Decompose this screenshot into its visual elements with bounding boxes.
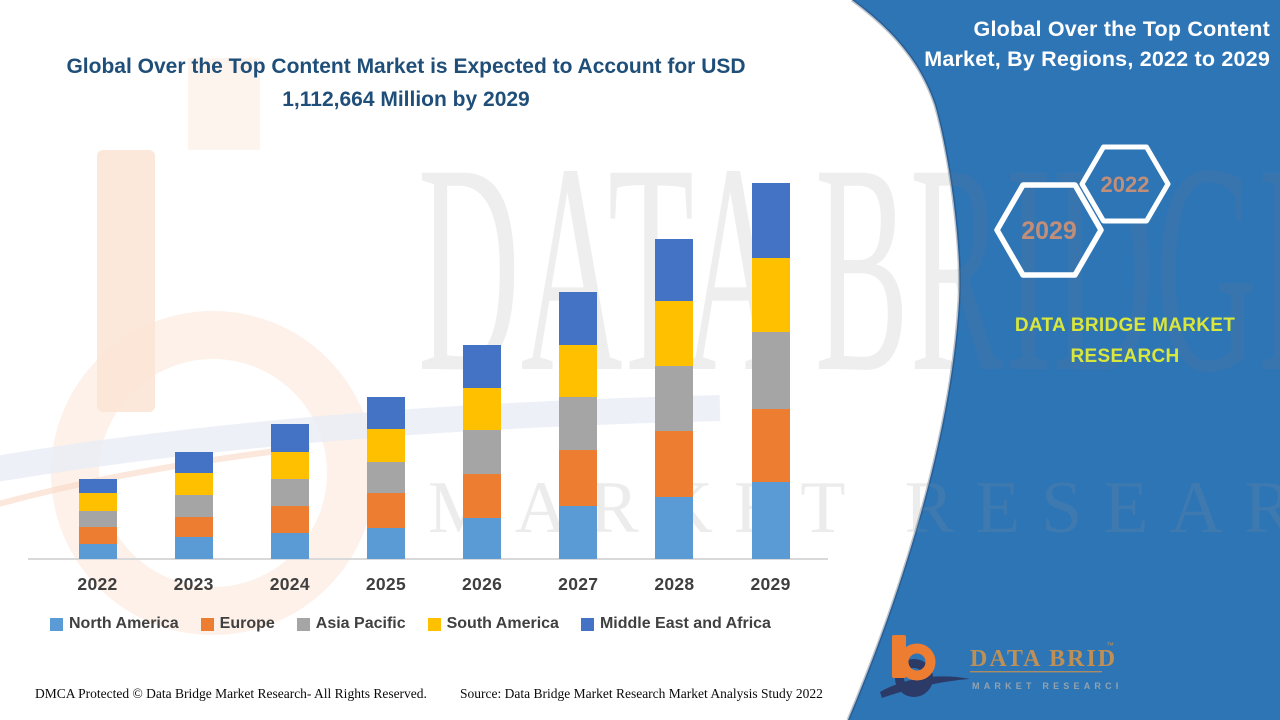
company-logo: DATA BRIDGE ™ MARKET RESEARCH — [880, 635, 1118, 698]
segment-north-america-2028 — [655, 496, 694, 559]
segment-middle-east-and-africa-2024 — [270, 424, 309, 452]
panel-heading-line1: Global Over the Top Content — [973, 17, 1270, 41]
brand-caption-line1: DATA BRIDGE MARKET — [1014, 315, 1236, 336]
segment-south-america-2027 — [559, 345, 598, 398]
segment-south-america-2028 — [655, 301, 694, 366]
chart-title-line2: 1,112,664 Million by 2029 — [282, 88, 530, 111]
segment-europe-2024 — [270, 505, 309, 533]
segment-south-america-2022 — [78, 492, 117, 511]
segment-asia-pacific-2029 — [751, 331, 790, 409]
segment-middle-east-and-africa-2027 — [559, 292, 598, 346]
segment-europe-2029 — [751, 408, 790, 482]
segment-south-america-2023 — [174, 472, 213, 495]
footer-source-note: Source: Data Bridge Market Research Mark… — [460, 686, 823, 701]
x-axis-label-2022: 2022 — [77, 574, 118, 594]
legend-item-asia-pacific: Asia Pacific — [296, 615, 406, 633]
legend-item-north-america: North America — [50, 615, 179, 633]
hexagon-badges: 2029 2022 — [994, 144, 1171, 278]
logo-wordmark: DATA BRIDGE — [970, 646, 1118, 672]
segment-europe-2023 — [174, 516, 213, 537]
segment-middle-east-and-africa-2028 — [655, 239, 694, 302]
segment-south-america-2026 — [463, 387, 502, 430]
segment-europe-2022 — [78, 526, 117, 544]
segment-north-america-2023 — [174, 536, 213, 559]
hexagon-2022 — [1079, 144, 1171, 224]
chart-title: Global Over the Top Content Market is Ex… — [0, 50, 812, 116]
hexagon-2029-label: 2029 — [1021, 217, 1077, 245]
legend-label: Europe — [219, 615, 275, 632]
x-axis-line — [28, 558, 828, 560]
segment-europe-2025 — [366, 492, 405, 528]
segment-north-america-2026 — [463, 517, 502, 559]
legend-item-middle-east-and-africa: Middle East and Africa — [580, 615, 771, 633]
segment-asia-pacific-2028 — [655, 365, 694, 431]
legend-label: North America — [69, 615, 179, 632]
legend-marker-icon — [296, 617, 310, 631]
bar-2029 — [751, 183, 790, 559]
side-panel-fill — [848, 0, 1280, 720]
segment-south-america-2025 — [366, 429, 405, 462]
hexagon-2022-label: 2022 — [1101, 172, 1150, 197]
segment-north-america-2027 — [559, 505, 598, 559]
x-axis-label-2025: 2025 — [365, 574, 406, 594]
chart-legend: North America Europe Asia Pacific South Ame… — [50, 615, 850, 633]
hexagon-2029 — [994, 182, 1104, 278]
segment-asia-pacific-2023 — [174, 494, 213, 517]
logo-underline — [970, 671, 1102, 673]
bar-2023 — [174, 452, 213, 559]
segment-north-america-2025 — [366, 527, 405, 559]
legend-item-europe: Europe — [200, 615, 275, 633]
bar-2025 — [366, 397, 405, 559]
segment-south-america-2029 — [751, 257, 790, 332]
segment-asia-pacific-2022 — [78, 510, 117, 527]
bar-2022 — [78, 479, 117, 559]
x-axis-label-2026: 2026 — [462, 574, 503, 594]
segment-middle-east-and-africa-2022 — [78, 479, 117, 493]
bar-2028 — [655, 239, 694, 559]
logo-subtitle: MARKET RESEARCH — [972, 681, 1118, 691]
x-axis-label-2028: 2028 — [654, 574, 695, 594]
side-panel-edge-shadow — [846, 0, 961, 720]
footer-dmca-notice: DMCA Protected © Data Bridge Market Rese… — [35, 686, 427, 701]
segment-asia-pacific-2024 — [270, 478, 309, 506]
segment-europe-2026 — [463, 473, 502, 518]
segment-north-america-2029 — [751, 481, 790, 559]
logo-trademark: ™ — [1106, 641, 1114, 650]
x-axis-label-2023: 2023 — [173, 574, 214, 594]
panel-heading-line2: Market, By Regions, 2022 to 2029 — [924, 47, 1270, 71]
segment-europe-2028 — [655, 430, 694, 497]
segment-asia-pacific-2027 — [559, 397, 598, 450]
panel-heading: Global Over the Top Content Market, By R… — [850, 14, 1270, 74]
legend-marker-icon — [200, 617, 214, 631]
segment-south-america-2024 — [270, 452, 309, 479]
bar-2026 — [463, 345, 502, 559]
legend-label: South America — [446, 615, 559, 632]
bar-2024 — [270, 424, 309, 559]
legend-marker-icon — [580, 617, 594, 631]
x-axis-label-2024: 2024 — [269, 574, 310, 594]
legend-marker-icon — [427, 617, 441, 631]
segment-asia-pacific-2026 — [463, 429, 502, 474]
legend-marker-icon — [50, 617, 63, 631]
segment-europe-2027 — [559, 450, 598, 506]
legend-label: Middle East and Africa — [599, 615, 771, 632]
segment-middle-east-and-africa-2025 — [366, 397, 405, 429]
legend-item-south-america: South America — [427, 615, 559, 633]
logo-b-stem — [892, 635, 906, 678]
x-axis-label-2027: 2027 — [558, 574, 599, 594]
bar-2027 — [559, 292, 598, 559]
segment-middle-east-and-africa-2026 — [463, 345, 502, 388]
segment-middle-east-and-africa-2029 — [751, 183, 790, 258]
segment-north-america-2022 — [78, 543, 117, 559]
segment-north-america-2024 — [270, 532, 309, 559]
segment-asia-pacific-2025 — [366, 462, 405, 493]
brand-caption: DATA BRIDGE MARKET RESEARCH — [963, 310, 1280, 372]
chart-title-line1: Global Over the Top Content Market is Ex… — [66, 55, 746, 78]
segment-middle-east-and-africa-2023 — [174, 452, 213, 473]
legend-label: Asia Pacific — [315, 615, 406, 632]
brand-caption-line2: RESEARCH — [1070, 346, 1180, 367]
x-axis-label-2029: 2029 — [750, 574, 791, 594]
